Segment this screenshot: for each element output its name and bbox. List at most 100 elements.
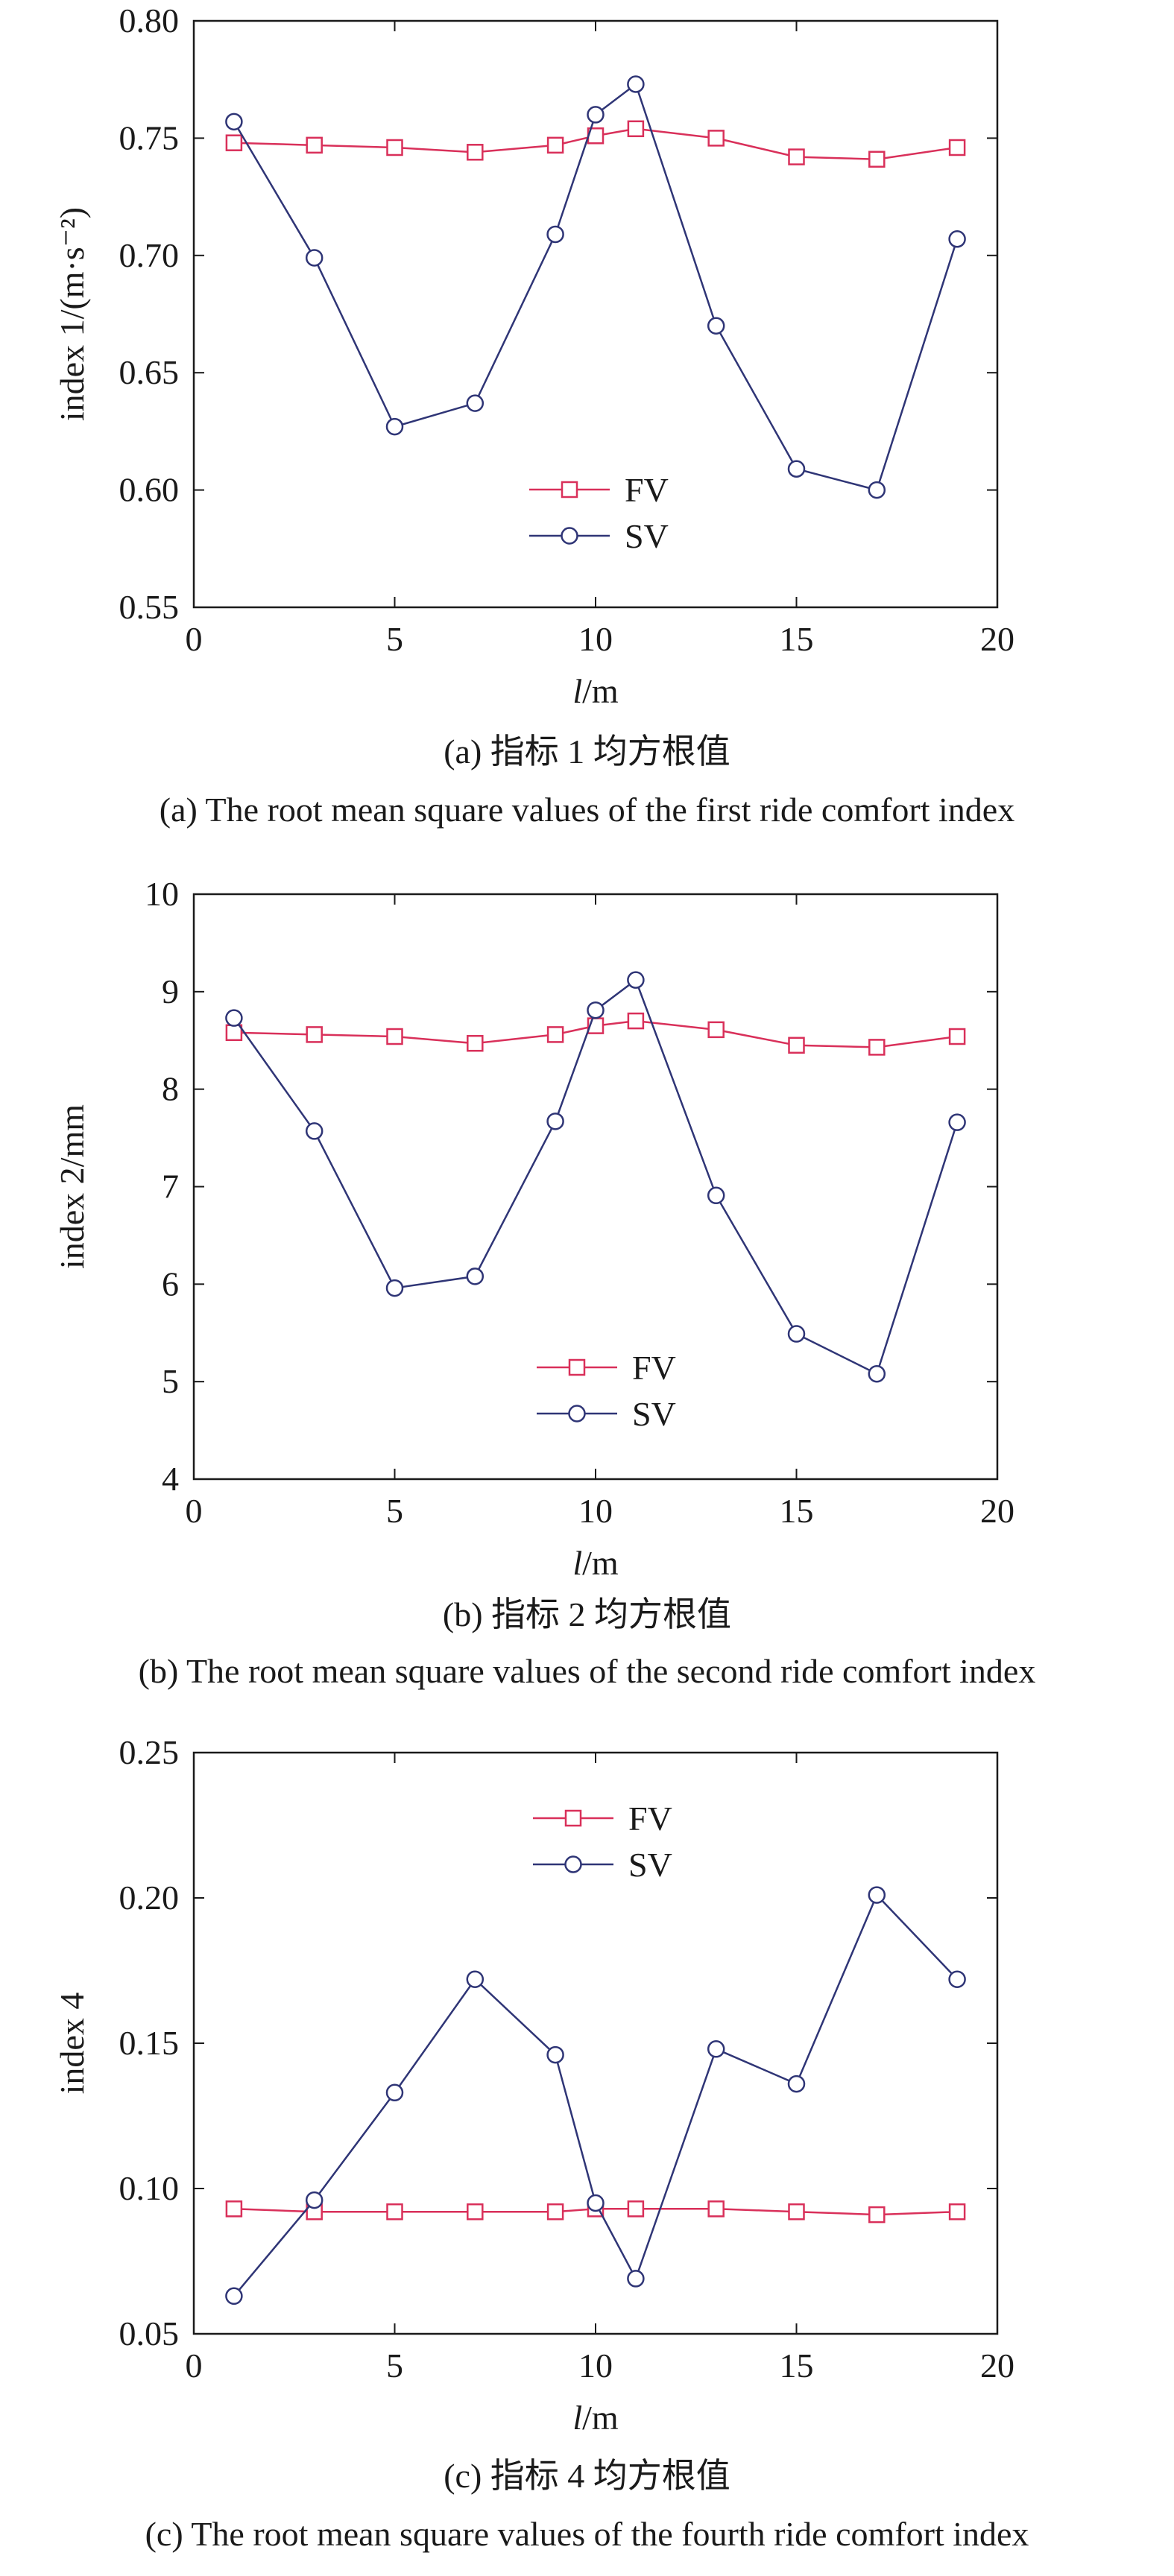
legend-label-sv: SV bbox=[625, 517, 669, 555]
data-point-sv bbox=[707, 317, 725, 335]
data-point-fv bbox=[467, 2203, 484, 2221]
x-axis-label-unit: /m bbox=[582, 1544, 619, 1582]
series-line-sv bbox=[233, 978, 959, 1376]
data-point-fv bbox=[948, 139, 966, 156]
y-tick-label: 0.70 bbox=[119, 236, 180, 274]
chart-panel-a: 0 5 10 15 20 0.55 0.60 0.65 0.70 0.75 0.80 l/m index… bbox=[0, 0, 1174, 857]
data-point-fv bbox=[948, 1028, 966, 1045]
x-axis-label-var: l bbox=[572, 2399, 582, 2437]
y-tick-label: 4 bbox=[162, 1460, 179, 1498]
data-point-sv bbox=[627, 971, 645, 989]
chart-a: 0 5 10 15 20 0.55 0.60 0.65 0.70 0.75 0.80 l/m index… bbox=[53, 1, 1014, 710]
data-point-fv bbox=[546, 1026, 564, 1043]
data-point-sv bbox=[787, 2075, 806, 2093]
data-point-sv bbox=[305, 249, 324, 267]
y-tick-label: 5 bbox=[162, 1362, 179, 1400]
data-point-sv bbox=[787, 1325, 806, 1343]
data-point-sv bbox=[868, 1364, 886, 1383]
data-point-sv bbox=[466, 394, 485, 412]
data-point-sv bbox=[627, 75, 645, 93]
legend-label-fv: FV bbox=[625, 471, 669, 509]
x-axis-label: l/m bbox=[572, 2399, 619, 2437]
caption-cn-b: (b) 指标 2 均方根值 bbox=[442, 1595, 732, 1633]
data-point-fv bbox=[788, 148, 805, 165]
x-tick-label: 5 bbox=[386, 1492, 403, 1530]
legend-marker-fv bbox=[564, 1809, 582, 1827]
data-point-sv bbox=[385, 1279, 404, 1297]
data-point-fv bbox=[788, 1037, 805, 1054]
x-tick-label: 20 bbox=[980, 620, 1014, 658]
data-point-fv bbox=[707, 2200, 725, 2218]
data-point-sv bbox=[225, 1009, 243, 1027]
data-point-fv bbox=[546, 2203, 564, 2221]
data-point-fv bbox=[868, 2206, 886, 2224]
y-axis-label: index 4 bbox=[53, 1993, 91, 2095]
y-tick-label: 10 bbox=[145, 875, 179, 913]
y-tick-label: 0.15 bbox=[119, 2024, 180, 2062]
data-point-fv bbox=[627, 2200, 645, 2218]
data-point-sv bbox=[466, 1268, 485, 1285]
x-tick-label: 15 bbox=[780, 2346, 814, 2384]
y-tick-label: 6 bbox=[162, 1265, 179, 1303]
legend-marker-fv bbox=[561, 481, 578, 499]
y-tick-label: 0.55 bbox=[119, 588, 180, 626]
data-point-sv bbox=[305, 1122, 324, 1140]
x-axis-label: l/m bbox=[572, 1544, 619, 1582]
data-point-fv bbox=[386, 1028, 403, 1045]
caption-cn-a: (a) 指标 1 均方根值 bbox=[444, 732, 730, 770]
data-point-sv bbox=[868, 481, 886, 499]
x-axis-label-var: l bbox=[572, 1544, 582, 1582]
x-tick-label: 0 bbox=[186, 620, 203, 658]
caption-en-b: (b) The root mean square values of the s… bbox=[138, 1652, 1036, 1690]
data-point-sv bbox=[948, 1970, 966, 1988]
data-point-fv bbox=[788, 2203, 805, 2221]
series-line-sv bbox=[233, 82, 959, 492]
data-point-sv bbox=[587, 106, 605, 124]
data-point-sv bbox=[868, 1886, 886, 1904]
data-point-fv bbox=[225, 134, 243, 151]
x-tick-label: 10 bbox=[578, 2346, 613, 2384]
data-point-fv bbox=[868, 1039, 886, 1056]
chart-c: 0 5 10 15 20 0.05 0.10 0.15 0.20 0.25 l/m index 4 FV… bbox=[53, 1733, 1014, 2437]
x-tick-label: 10 bbox=[578, 1492, 613, 1530]
legend-label-sv: SV bbox=[628, 1846, 672, 1884]
y-axis-label: index 2/mm bbox=[53, 1104, 91, 1269]
data-point-sv bbox=[948, 1113, 966, 1131]
data-point-sv bbox=[627, 2270, 645, 2288]
caption-en-c: (c) The root mean square values of the f… bbox=[145, 2515, 1029, 2553]
legend-marker-sv bbox=[568, 1405, 586, 1423]
data-point-fv bbox=[386, 139, 403, 156]
data-point-fv bbox=[225, 1024, 243, 1042]
x-tick-label: 15 bbox=[780, 1492, 814, 1530]
legend-label-fv: FV bbox=[632, 1349, 676, 1387]
data-point-sv bbox=[466, 1970, 485, 1988]
data-point-fv bbox=[467, 1034, 484, 1052]
plot-frame bbox=[192, 893, 999, 1481]
x-axis-label-unit: /m bbox=[582, 2399, 619, 2437]
data-point-sv bbox=[546, 2045, 564, 2064]
y-tick-label: 0.75 bbox=[119, 118, 180, 156]
y-tick-label: 0.05 bbox=[119, 2314, 180, 2352]
x-axis-label-var: l bbox=[572, 672, 582, 710]
plot-frame bbox=[192, 1751, 999, 2335]
data-point-sv bbox=[225, 2287, 243, 2306]
x-tick-label: 10 bbox=[578, 620, 613, 658]
data-point-fv bbox=[948, 2203, 966, 2221]
data-point-sv bbox=[546, 225, 564, 244]
legend-label-sv: SV bbox=[632, 1395, 676, 1433]
y-tick-label: 9 bbox=[162, 972, 179, 1010]
x-tick-label: 5 bbox=[386, 620, 403, 658]
data-point-fv bbox=[386, 2203, 403, 2221]
data-point-fv bbox=[467, 144, 484, 161]
caption-en-a: (a) The root mean square values of the f… bbox=[159, 791, 1015, 829]
data-point-fv bbox=[546, 136, 564, 154]
caption-cn-c: (c) 指标 4 均方根值 bbox=[444, 2457, 730, 2495]
data-point-sv bbox=[225, 113, 243, 131]
x-tick-label: 0 bbox=[186, 1492, 203, 1530]
y-tick-label: 0.65 bbox=[119, 353, 180, 391]
data-point-sv bbox=[587, 1001, 605, 1019]
x-tick-label: 0 bbox=[186, 2346, 203, 2384]
x-tick-label: 15 bbox=[780, 620, 814, 658]
data-point-sv bbox=[707, 1186, 725, 1205]
data-point-fv bbox=[627, 1012, 645, 1030]
